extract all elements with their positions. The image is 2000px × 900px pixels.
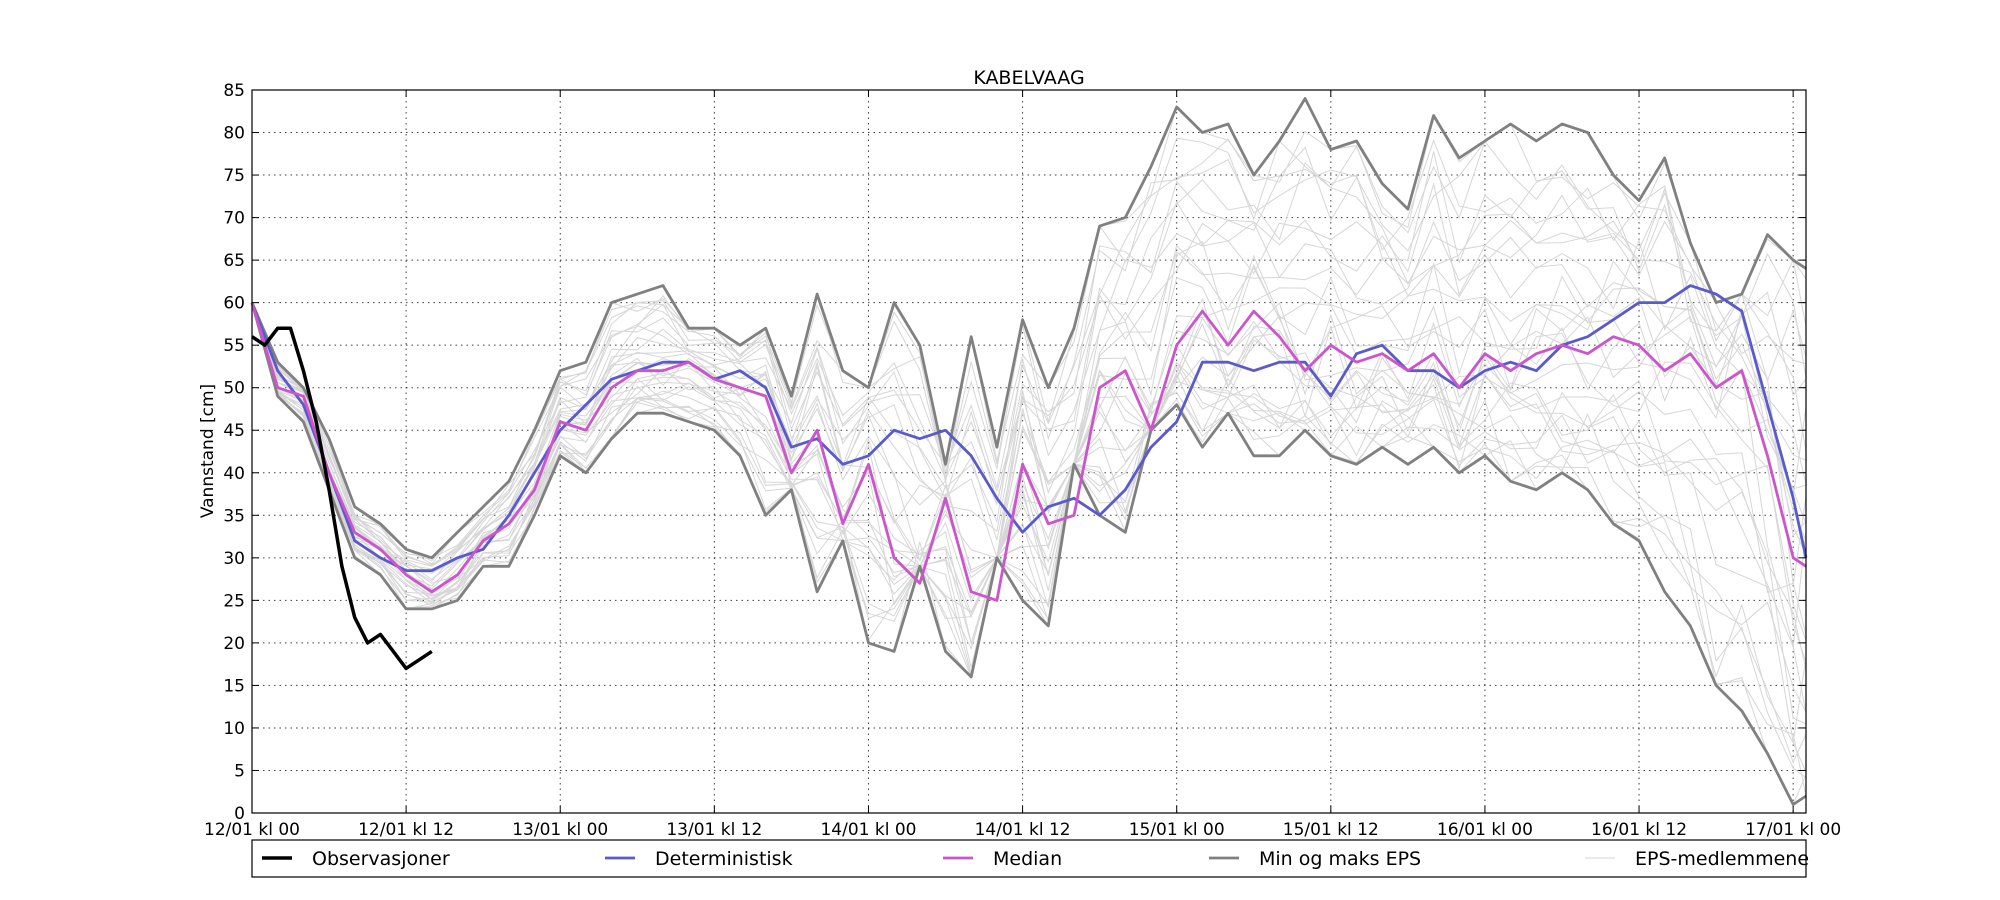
x-tick-label: 12/01 kl 12 xyxy=(358,820,454,840)
eps-member-line xyxy=(251,220,1807,575)
legend-label-min-og-maks-eps: Min og maks EPS xyxy=(1259,848,1421,870)
y-axis-label: Vannstand [cm] xyxy=(198,384,218,518)
series-line-min-og-maks-eps xyxy=(250,302,1807,806)
y-tick-label: 80 xyxy=(223,124,245,144)
eps-member-line xyxy=(251,139,1807,567)
eps-member-line xyxy=(251,240,1807,587)
series-layer xyxy=(250,97,1808,806)
eps-member-line xyxy=(251,302,1807,713)
x-tick-label: 16/01 kl 00 xyxy=(1437,820,1533,840)
y-tick-label: 35 xyxy=(223,506,245,526)
y-tick-label: 60 xyxy=(223,294,245,314)
y-tick-label: 75 xyxy=(223,166,245,186)
y-tick-label: 25 xyxy=(223,591,245,611)
x-tick-label: 14/01 kl 12 xyxy=(975,820,1071,840)
plot-area-frame xyxy=(251,89,1807,814)
x-tick-label: 14/01 kl 00 xyxy=(820,820,916,840)
eps-member-line xyxy=(251,302,1807,743)
y-tick-label: 55 xyxy=(223,336,245,356)
eps-member-line xyxy=(251,251,1807,574)
y-tick-label: 40 xyxy=(223,464,245,484)
eps-member-line xyxy=(251,302,1807,725)
y-tick-label: 10 xyxy=(223,719,245,739)
x-tick-label: 13/01 kl 12 xyxy=(666,820,762,840)
x-tick-label: 12/01 kl 00 xyxy=(204,820,300,840)
y-tick-label: 50 xyxy=(223,379,245,399)
x-tick-label: 17/01 kl 00 xyxy=(1745,820,1841,840)
eps-member-line xyxy=(251,302,1807,635)
x-tick-label: 15/01 kl 00 xyxy=(1129,820,1225,840)
legend-label-median: Median xyxy=(993,848,1062,870)
x-tick-label: 16/01 kl 12 xyxy=(1591,820,1687,840)
y-tick-label: 45 xyxy=(223,421,245,441)
chart-title: KABELVAAG xyxy=(973,67,1084,89)
y-tick-label: 85 xyxy=(223,81,245,101)
y-tick-label: 0 xyxy=(234,804,245,824)
y-tick-label: 70 xyxy=(223,209,245,229)
y-axis: 0 5 10 15 20 25 30 35 40 45 50 55 60 65 70 75 80 85 xyxy=(223,81,1806,824)
series-line-deterministisk xyxy=(250,284,1808,572)
y-tick-label: 65 xyxy=(223,251,245,271)
eps-member-line xyxy=(251,302,1807,713)
eps-member-line xyxy=(251,244,1807,580)
y-tick-label: 5 xyxy=(234,761,245,781)
x-tick-label: 13/01 kl 00 xyxy=(512,820,608,840)
legend-label-deterministisk: Deterministisk xyxy=(655,848,793,870)
legend: Observasjoner Deterministisk Median Min og … xyxy=(251,839,1809,878)
legend-label-observasjoner: Observasjoner xyxy=(312,848,450,870)
x-axis: 12/01 kl 00 12/01 kl 12 13/01 kl 00 13/01 k… xyxy=(204,90,1841,840)
legend-label-eps-medlemmene: EPS-medlemmene xyxy=(1635,848,1809,870)
y-tick-label: 15 xyxy=(223,676,245,696)
series-line-median xyxy=(250,302,1807,602)
eps-member-line xyxy=(251,182,1807,570)
x-tick-label: 15/01 kl 12 xyxy=(1283,820,1379,840)
eps-member-line xyxy=(251,162,1807,567)
y-tick-label: 30 xyxy=(223,549,245,569)
eps-member-line xyxy=(251,302,1807,779)
y-tick-label: 20 xyxy=(223,634,245,654)
series-line-min-og-maks-eps xyxy=(250,97,1807,560)
eps-member-line xyxy=(251,151,1807,566)
legend-frame xyxy=(251,839,1807,878)
series-line-observasjoner xyxy=(251,326,433,671)
